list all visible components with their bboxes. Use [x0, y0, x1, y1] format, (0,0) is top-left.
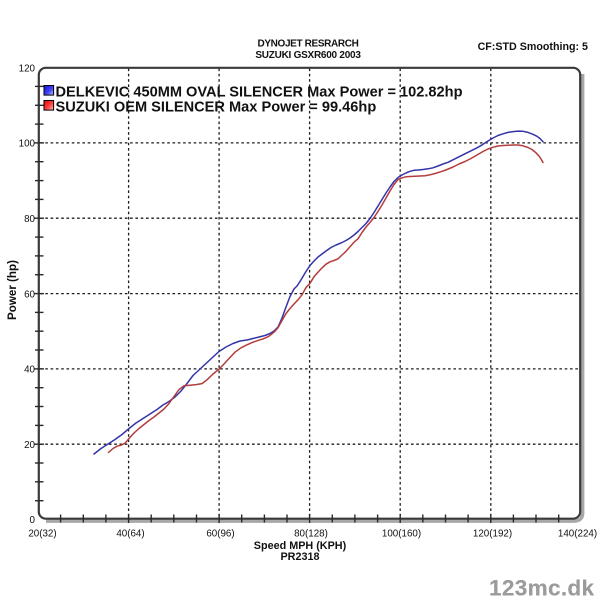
svg-text:120(192): 120(192): [473, 529, 512, 540]
svg-text:40(64): 40(64): [116, 529, 144, 540]
svg-text:123mc.dk: 123mc.dk: [489, 575, 595, 600]
svg-text:DELKEVIC 450MM OVAL SILENCER M: DELKEVIC 450MM OVAL SILENCER Max Power =…: [56, 84, 463, 100]
svg-text:120: 120: [19, 64, 36, 75]
svg-text:Speed MPH (KPH): Speed MPH (KPH): [254, 540, 347, 552]
svg-text:100: 100: [19, 139, 36, 150]
svg-text:80(128): 80(128): [294, 529, 328, 540]
svg-text:SUZUKI OEM SILENCER Max Power: SUZUKI OEM SILENCER Max Power = 99.46hp: [56, 99, 377, 115]
svg-text:Power (hp): Power (hp): [6, 260, 19, 320]
svg-text:40: 40: [24, 365, 35, 376]
svg-text:80: 80: [24, 214, 35, 225]
svg-text:60(96): 60(96): [206, 529, 234, 540]
svg-text:20: 20: [24, 440, 35, 451]
svg-text:PR2318: PR2318: [280, 551, 319, 563]
svg-text:100(160): 100(160): [382, 529, 421, 540]
svg-text:123mc.dk: 123mc.dk: [489, 575, 595, 600]
svg-text:20(32): 20(32): [28, 529, 56, 540]
svg-text:SUZUKI GSXR600 2003: SUZUKI GSXR600 2003: [255, 50, 361, 61]
svg-text:CF:STD Smoothing: 5: CF:STD Smoothing: 5: [478, 41, 588, 53]
svg-text:DYNOJET RESRARCH: DYNOJET RESRARCH: [257, 39, 358, 50]
svg-text:140(224): 140(224): [558, 529, 597, 540]
svg-text:60: 60: [24, 289, 35, 300]
svg-text:0: 0: [30, 515, 36, 526]
